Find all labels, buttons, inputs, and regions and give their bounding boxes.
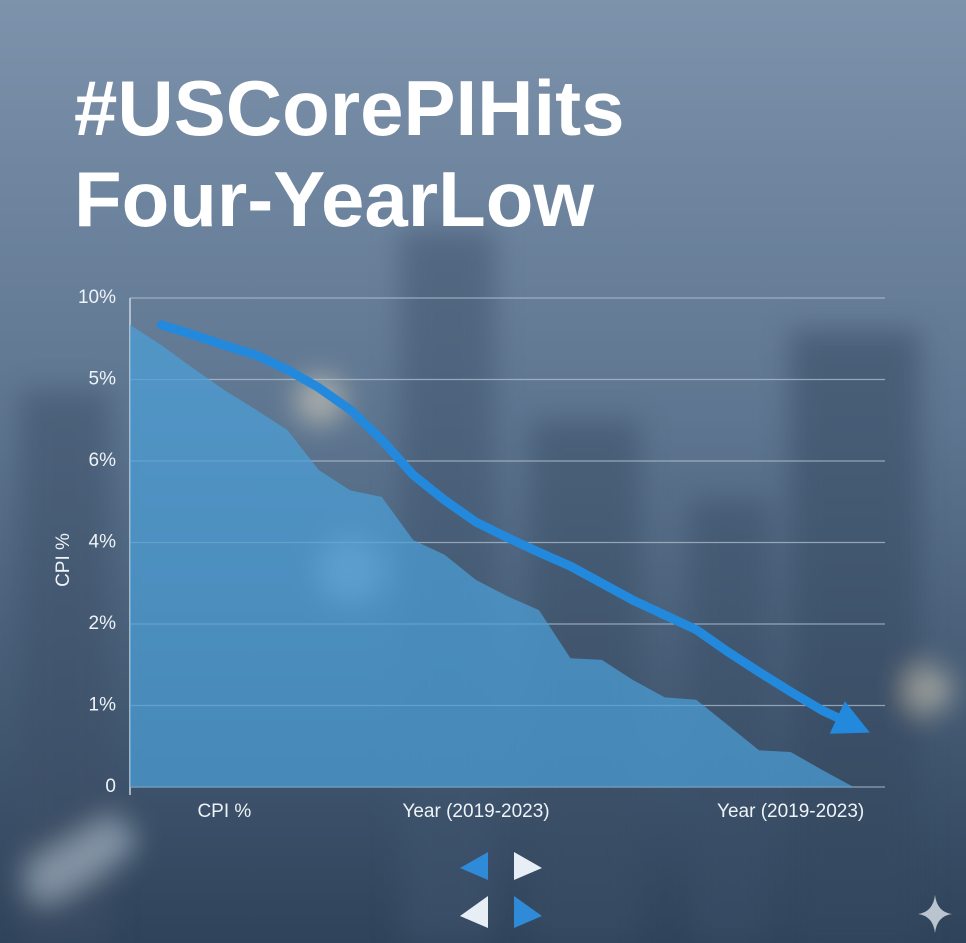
y-tick-label: 4%	[89, 532, 117, 553]
y-tick-label: 6%	[89, 450, 117, 471]
area	[130, 324, 854, 787]
y-tick-label: 10%	[78, 287, 116, 308]
x-tick-label: CPI %	[197, 801, 251, 822]
x-tick-label: Year (2019-2023)	[402, 801, 549, 822]
title-line: #USCorePIHits	[74, 64, 625, 152]
y-tick-label: 5%	[89, 369, 117, 390]
y-tick-label: 0	[105, 776, 116, 797]
y-tick-label: 2%	[89, 613, 117, 634]
trend-line	[156, 320, 870, 734]
logo	[460, 852, 542, 928]
x-tick-label: Year (2019-2023)	[717, 801, 864, 822]
title-line: Four-YearLow	[74, 155, 594, 243]
y-tick-label: 1%	[89, 695, 117, 716]
sparkle-icon	[918, 895, 952, 933]
y-axis-label: CPI %	[53, 533, 74, 587]
skyline	[20, 230, 952, 943]
